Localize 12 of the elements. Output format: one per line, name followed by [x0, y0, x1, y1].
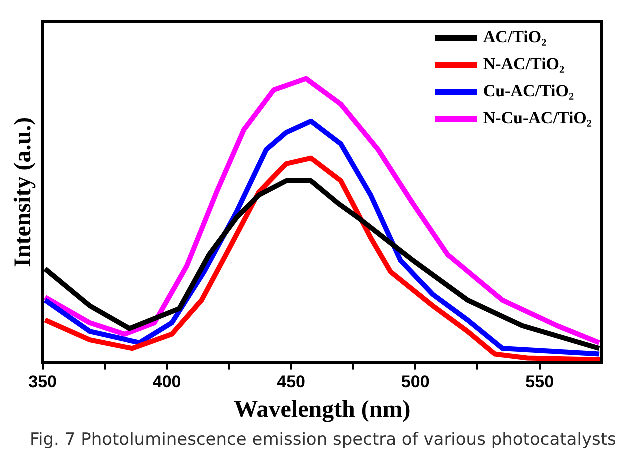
x-tick-label: 500 [401, 372, 430, 392]
x-tick-label: 400 [152, 372, 182, 392]
legend-label: N-Cu-AC/TiO₂ [483, 108, 592, 128]
legend-label: AC/TiO₂ [483, 27, 547, 46]
x-tick-label: 550 [526, 372, 554, 392]
x-tick-label: 350 [28, 372, 57, 392]
x-axis-title: Wavelength (nm) [234, 396, 411, 423]
y-axis-title: Intensity (a.u.) [10, 117, 37, 268]
legend-label: Cu-AC/TiO₂ [483, 81, 574, 100]
caption: Fig. 7 Photoluminescence emission spectra of various photocatalysts [30, 430, 616, 450]
x-tick-label: 450 [277, 372, 306, 392]
legend-label: N-AC/TiO₂ [483, 54, 565, 74]
